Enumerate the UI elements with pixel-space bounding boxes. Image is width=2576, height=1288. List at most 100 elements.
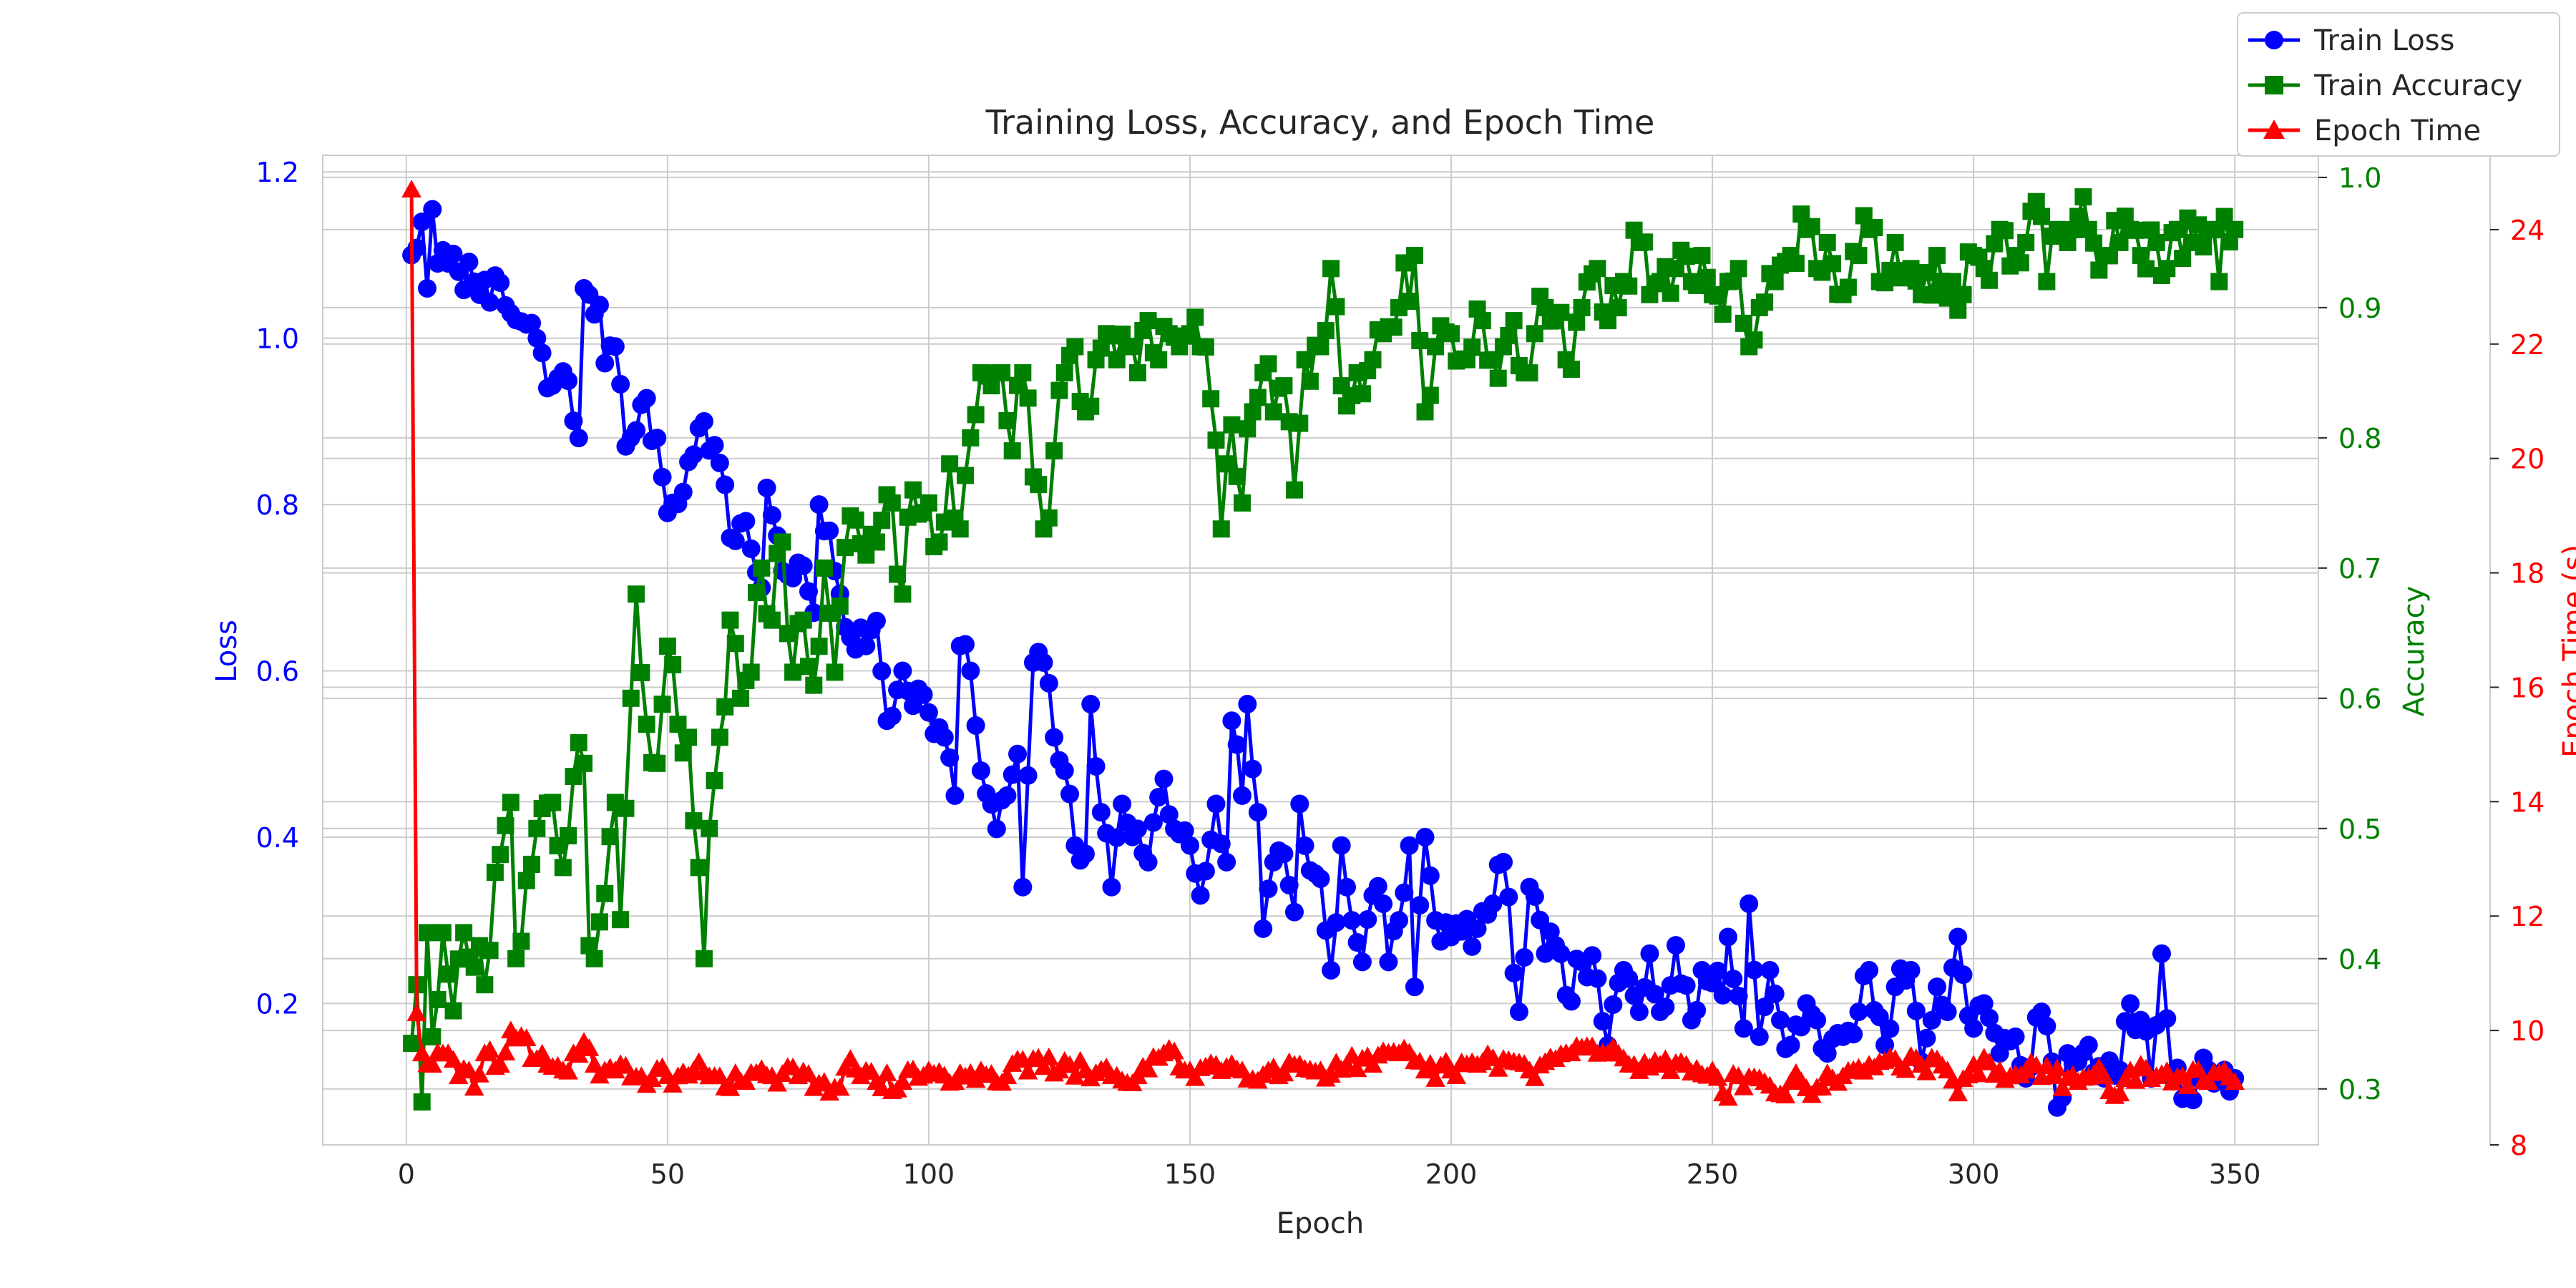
x-tick-label: 100	[903, 1158, 955, 1190]
train-accuracy-point	[2226, 220, 2244, 238]
epoch-time-tick-label: 20	[2510, 444, 2545, 475]
train-accuracy-point	[1327, 298, 1345, 316]
train-accuracy-point	[1264, 403, 1282, 421]
train-accuracy-point	[1066, 338, 1084, 356]
series-layer	[401, 180, 2245, 1117]
train-accuracy-point	[560, 827, 577, 845]
epoch-time-tick-label: 14	[2510, 786, 2545, 818]
train-accuracy-point	[633, 664, 650, 682]
train-accuracy-point	[512, 932, 530, 950]
train-loss-point	[459, 253, 479, 272]
epoch-time-point	[1321, 1065, 1341, 1083]
train-loss-point	[1463, 937, 1482, 956]
train-accuracy-point	[1552, 303, 1570, 321]
train-loss-point	[1740, 894, 1759, 913]
train-loss-point	[1561, 992, 1581, 1011]
train-loss-point	[1274, 844, 1294, 864]
train-accuracy-point	[732, 689, 750, 707]
train-accuracy-point	[1824, 255, 1842, 273]
epoch-time-point	[1812, 1077, 1833, 1096]
train-accuracy-point	[1463, 338, 1481, 356]
train-accuracy-point	[465, 958, 483, 976]
train-loss-point	[1045, 728, 1064, 747]
train-accuracy-point	[1353, 385, 1371, 403]
train-accuracy-point	[2090, 261, 2108, 279]
train-loss-point	[1279, 875, 1299, 894]
train-accuracy-point	[1202, 390, 1220, 408]
epoch-time-tick-label: 8	[2510, 1130, 2527, 1161]
legend-item-train-loss: Train Loss	[2248, 24, 2454, 57]
train-accuracy-point	[1693, 247, 1711, 265]
train-loss-point	[1395, 883, 1414, 902]
train-loss-point	[1640, 944, 1659, 963]
train-loss-point	[564, 411, 583, 431]
train-accuracy-point	[1285, 481, 1303, 499]
train-loss-point	[1405, 977, 1424, 997]
train-accuracy-point	[444, 1002, 462, 1020]
train-accuracy-point	[590, 913, 608, 931]
train-accuracy-point	[1296, 351, 1314, 369]
train-accuracy-point	[1045, 442, 1063, 460]
accuracy-tick-label: 1.0	[2338, 162, 2381, 194]
train-loss-point	[2006, 1027, 2025, 1046]
legend: Train Loss Train Accuracy Epoch Time	[2237, 12, 2560, 157]
epoch-time-point	[490, 1055, 511, 1073]
epoch-time-point	[1033, 1057, 1054, 1075]
train-accuracy-point	[622, 689, 640, 707]
train-loss-point	[1849, 1002, 1868, 1022]
train-loss-point	[1390, 911, 1409, 930]
train-loss-point	[1322, 960, 1341, 980]
x-tick-label: 250	[1687, 1158, 1739, 1190]
train-accuracy-point	[889, 565, 907, 583]
train-loss-point	[673, 482, 693, 502]
train-accuracy-point	[867, 533, 885, 551]
train-loss-point	[1154, 769, 1174, 789]
train-accuracy-point	[1928, 247, 1946, 265]
train-accuracy-point	[883, 494, 901, 512]
train-accuracy-point	[1505, 312, 1523, 330]
train-accuracy-point	[2174, 250, 2192, 268]
epoch-time-point	[406, 1003, 427, 1022]
train-loss-point	[1311, 869, 1330, 889]
train-accuracy-point	[1568, 313, 1586, 331]
train-loss-point	[1583, 946, 1602, 965]
train-accuracy-point	[957, 467, 975, 484]
train-loss-point	[1765, 984, 1785, 1003]
epoch-time-point	[579, 1038, 600, 1056]
train-loss-point	[1358, 910, 1377, 930]
epoch-time-point	[2125, 1070, 2146, 1089]
train-loss-point	[418, 278, 437, 298]
train-loss-point	[590, 296, 609, 315]
train-accuracy-point	[1019, 389, 1037, 407]
train-loss-point	[1086, 756, 1106, 776]
train-accuracy-point	[664, 655, 682, 673]
epoch-time-point	[495, 1043, 516, 1061]
train-accuracy-point	[1526, 325, 1543, 343]
accuracy-tick-label: 0.6	[2338, 683, 2381, 715]
train-loss-point	[1807, 1010, 1827, 1030]
epoch-time-point	[1718, 1088, 1738, 1106]
train-accuracy-point	[486, 864, 504, 882]
train-accuracy-point	[1427, 338, 1445, 356]
loss-tick-label: 0.2	[256, 988, 299, 1020]
train-accuracy-point	[962, 429, 980, 447]
train-accuracy-point	[1918, 263, 1936, 281]
train-loss-point	[1593, 1012, 1612, 1031]
train-accuracy-point	[1249, 389, 1267, 406]
train-loss-point	[820, 521, 839, 540]
train-loss-point	[1755, 997, 1775, 1017]
epoch-time-point	[642, 1069, 662, 1088]
train-loss-point	[1107, 828, 1126, 847]
train-accuracy-point	[904, 481, 922, 499]
train-accuracy-point	[1865, 219, 1883, 237]
train-loss-point	[1906, 1001, 1926, 1020]
train-accuracy-point	[419, 924, 436, 942]
train-loss-point	[653, 467, 672, 487]
x-tick-label: 50	[650, 1158, 685, 1190]
train-loss-point	[935, 728, 954, 747]
train-accuracy-point	[612, 911, 630, 929]
train-accuracy-point	[2195, 238, 2212, 255]
epoch-time-point	[830, 1078, 850, 1096]
train-loss-point	[1770, 1010, 1790, 1030]
